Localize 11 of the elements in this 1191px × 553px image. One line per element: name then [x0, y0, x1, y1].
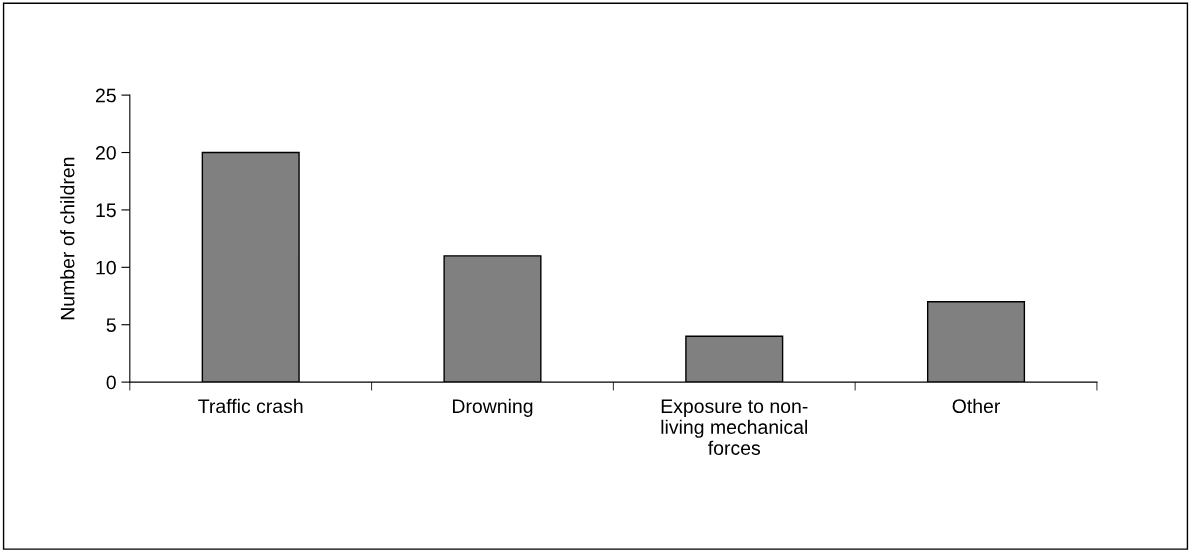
x-tick-label: Traffic crash: [198, 398, 303, 414]
y-tick-label: 25: [95, 88, 116, 103]
y-tick-label: 0: [106, 375, 116, 390]
y-tick-label: 10: [96, 260, 116, 275]
y-tick-label: 20: [95, 145, 116, 160]
x-tick-label: Other: [952, 398, 1001, 414]
y-axis-title: Number of children: [60, 157, 75, 320]
y-tick-label: 5: [106, 318, 116, 332]
x-tick-label: Exposure to non-living mechanical forces: [661, 399, 808, 455]
x-tick-label: Drowning: [453, 398, 533, 417]
y-tick-label: 15: [96, 203, 116, 218]
